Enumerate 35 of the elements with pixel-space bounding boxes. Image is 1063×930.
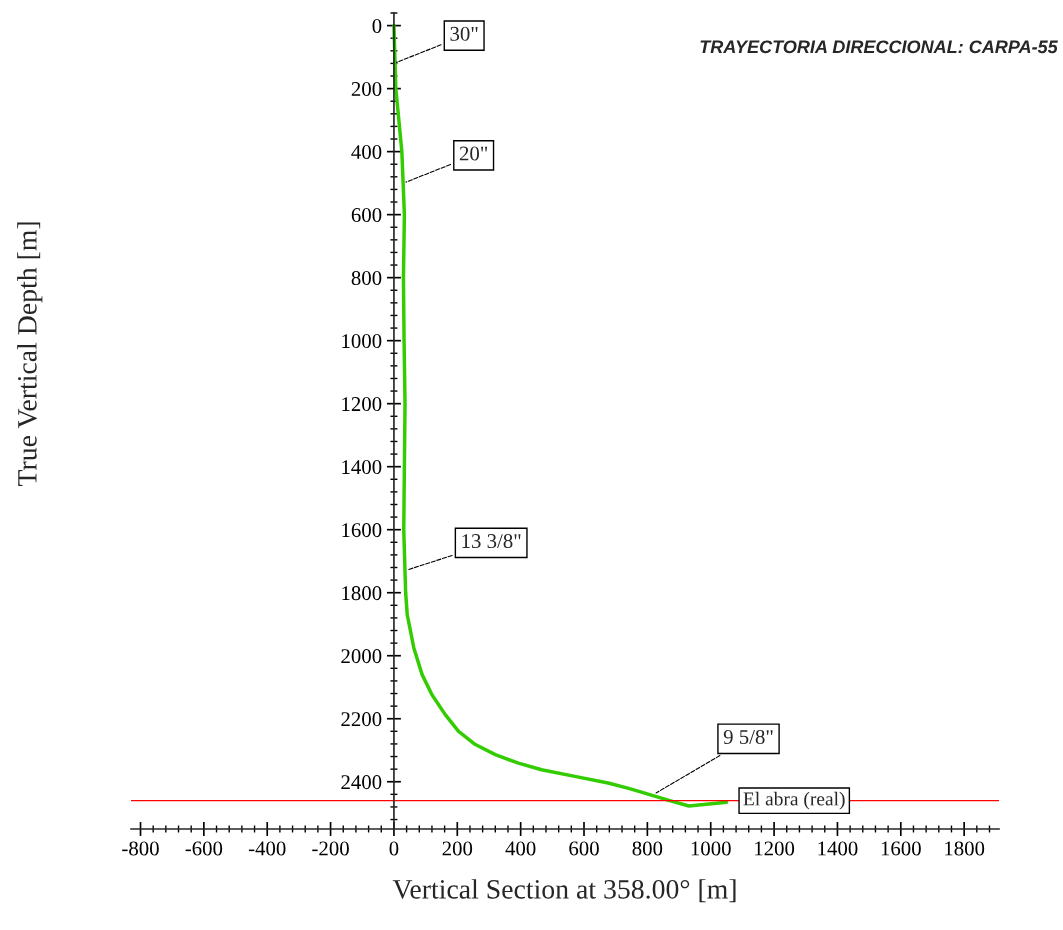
annotation: 30": [450, 26, 478, 41]
y-tick-label: 1800: [342, 586, 382, 601]
y-tick-label: 800: [351, 271, 382, 286]
x-tick-label: 200: [442, 841, 473, 856]
annotation: 20": [459, 146, 488, 161]
y-tick-label: 200: [351, 81, 382, 97]
annotation: 9 5/8": [723, 729, 773, 744]
x-tick-label: 1400: [818, 841, 858, 856]
x-tick-label: 1600: [881, 841, 921, 856]
y-tick-label: 1400: [342, 460, 382, 475]
ref-line-label: El abra (real): [743, 791, 845, 810]
x-tick-label: 1200: [755, 841, 795, 856]
y-tick-label: 1200: [342, 397, 382, 412]
y-tick-label: 2000: [341, 649, 382, 664]
x-tick-label: -400: [248, 841, 286, 856]
x-tick-label: 800: [632, 841, 663, 856]
x-tick-label: -800: [122, 841, 159, 856]
y-tick-label: 2400: [341, 775, 382, 790]
y-tick-label: 0: [372, 18, 382, 34]
x-axis-title: Vertical Section at 358.00° [m]: [392, 879, 736, 903]
y-tick-label: 1600: [342, 523, 382, 538]
y-tick-label: 1000: [342, 334, 382, 349]
x-tick-label: 400: [505, 841, 536, 856]
x-tick-label: -200: [312, 841, 349, 856]
y-tick-label: 2200: [341, 712, 382, 727]
x-tick-label: -600: [185, 841, 223, 856]
x-tick-label: 1000: [691, 841, 731, 856]
y-tick-label: 600: [351, 208, 382, 223]
text: TRAYECTORIA DIRECCIONAL: CARPA-55: [700, 40, 1058, 54]
y-tick-label: 400: [351, 145, 382, 160]
annotation: 13 3/8": [462, 534, 521, 549]
x-tick-label: 1800: [945, 841, 985, 856]
x-tick-label: 0: [389, 841, 399, 856]
y-axis-title: True Vertical Depth [m]: [17, 222, 43, 486]
x-tick-label: 600: [569, 841, 599, 856]
